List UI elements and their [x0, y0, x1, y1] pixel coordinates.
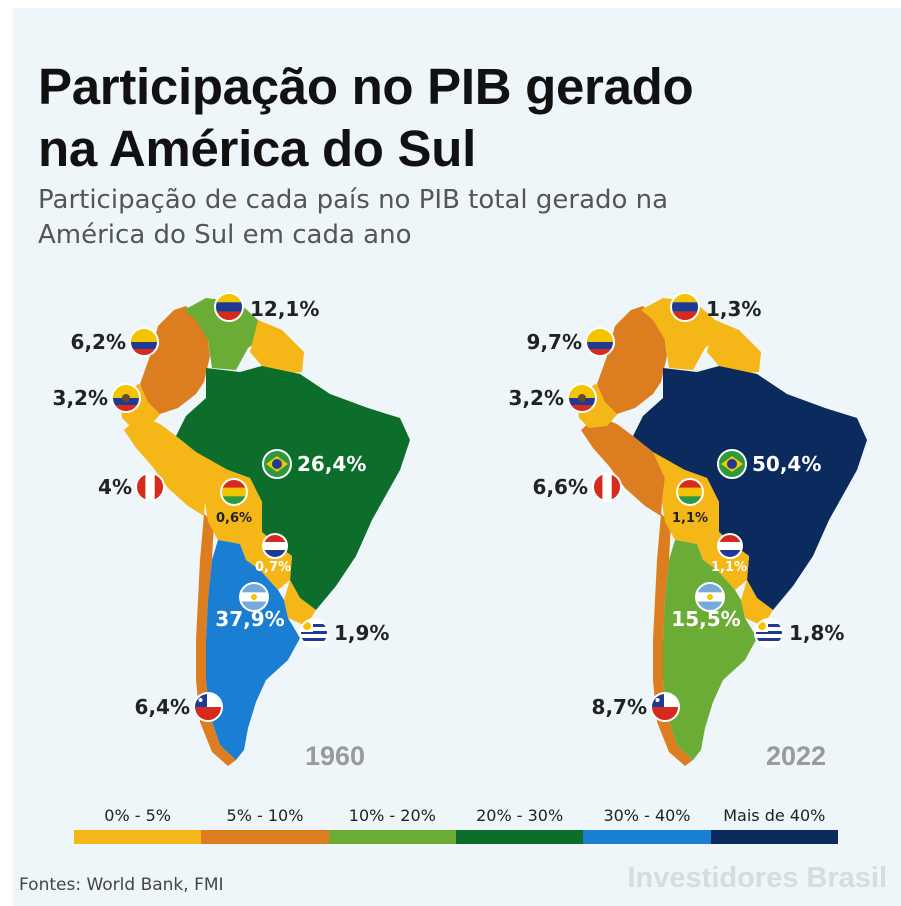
map-2022-guianas — [707, 320, 761, 374]
subtitle: Participação de cada país no PIB total g… — [38, 183, 668, 253]
value-2022-paraguay: 1,1% — [711, 560, 747, 575]
legend-label: 0% - 5% — [104, 806, 172, 825]
value-2022-ecuador: 3,2% — [509, 386, 564, 410]
value-2022-colombia: 9,7% — [527, 330, 582, 354]
flag-peru-icon — [135, 472, 165, 502]
value-2022-peru: 6,6% — [533, 475, 588, 499]
subtitle-line-2: América do Sul em cada ano — [38, 220, 412, 250]
legend-color-bar — [74, 830, 838, 844]
flag-bolivia-icon — [220, 478, 248, 506]
flag-argentina-icon — [695, 582, 725, 612]
value-2022-argentina: 15,5% — [671, 607, 740, 631]
value-1960-brazil: 26,4% — [297, 452, 366, 476]
flag-peru-icon — [592, 472, 622, 502]
flag-ecuador-icon — [567, 383, 597, 413]
legend-swatch-30-40 — [583, 830, 711, 844]
value-1960-paraguay: 0,7% — [255, 560, 291, 575]
legend-swatch-0-5 — [74, 830, 202, 844]
value-1960-colombia: 6,2% — [71, 330, 126, 354]
legend-labels: 0% - 5% 5% - 10% 10% - 20% 20% - 30% 30%… — [74, 806, 838, 830]
legend-swatch-5-10 — [201, 830, 329, 844]
value-1960-chile: 6,4% — [135, 695, 190, 719]
flag-paraguay-icon — [717, 533, 743, 559]
flag-brazil-icon — [262, 449, 292, 479]
legend-label: 10% - 20% — [348, 806, 436, 825]
map-2022: 1,3% 9,7% 3,2% 6,6% 50,4% 1,1% 1,1% 15,5… — [509, 292, 867, 771]
value-1960-uruguay: 1,9% — [334, 621, 389, 645]
value-2022-chile: 8,7% — [592, 695, 647, 719]
year-label-1960: 1960 — [305, 741, 365, 771]
legend-label: 30% - 40% — [603, 806, 691, 825]
value-1960-bolivia: 0,6% — [216, 511, 252, 526]
legend-swatch-10-20 — [328, 830, 456, 844]
map-1960: 12,1% 6,2% 3,2% 4% 26,4% 0,6% 0,7% 37,9%… — [53, 292, 410, 771]
value-1960-peru: 4% — [98, 475, 132, 499]
subtitle-line-1: Participação de cada país no PIB total g… — [38, 185, 669, 215]
flag-chile-icon — [650, 692, 680, 722]
year-label-2022: 2022 — [766, 741, 826, 771]
flag-chile-icon — [193, 692, 223, 722]
source-note: Fontes: World Bank, FMI — [19, 875, 224, 895]
title-line-1: Participação no PIB gerado — [38, 58, 694, 115]
page-title: Participação no PIB gerado na América do… — [38, 56, 694, 180]
value-2022-uruguay: 1,8% — [789, 621, 844, 645]
flag-colombia-icon — [129, 327, 159, 357]
value-2022-brazil: 50,4% — [752, 452, 821, 476]
value-1960-venezuela: 12,1% — [250, 297, 319, 321]
title-line-2: na América do Sul — [38, 120, 476, 177]
value-2022-venezuela: 1,3% — [706, 297, 761, 321]
flag-argentina-icon — [239, 582, 269, 612]
legend-label: 20% - 30% — [476, 806, 564, 825]
value-2022-bolivia: 1,1% — [672, 511, 708, 526]
flag-ecuador-icon — [111, 383, 141, 413]
flag-venezuela-icon — [670, 292, 700, 322]
flag-bolivia-icon — [676, 478, 704, 506]
legend-label: 5% - 10% — [226, 806, 304, 825]
brand-watermark: Investidores Brasil — [627, 862, 888, 894]
flag-brazil-icon — [717, 449, 747, 479]
flag-uruguay-icon — [754, 618, 784, 648]
flag-paraguay-icon — [262, 533, 288, 559]
flag-venezuela-icon — [214, 292, 244, 322]
flag-colombia-icon — [585, 327, 615, 357]
legend-swatch-20-30 — [455, 830, 584, 844]
value-1960-argentina: 37,9% — [215, 607, 284, 631]
flag-uruguay-icon — [299, 618, 329, 648]
legend-swatch-40-plus — [710, 830, 838, 844]
legend-label: Mais de 40% — [723, 806, 826, 825]
value-1960-ecuador: 3,2% — [53, 386, 108, 410]
map-1960-guianas — [250, 320, 304, 374]
